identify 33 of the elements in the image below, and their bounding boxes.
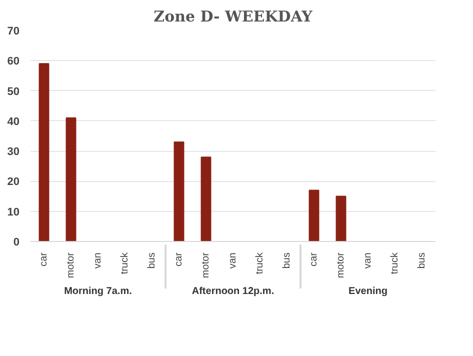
x-tick-label: bus <box>146 252 158 269</box>
x-tick-label: motor <box>336 252 346 278</box>
x-tick-label: van <box>362 252 374 269</box>
y-tick-label: 20 <box>7 176 20 188</box>
text: Afternoon 12p.m. <box>192 286 274 298</box>
y-tick-label: 40 <box>7 116 20 128</box>
x-tick-label: motor <box>66 252 76 278</box>
y-tick-label: 60 <box>7 56 20 68</box>
bar <box>308 190 320 242</box>
x-tick-label: van <box>228 252 238 269</box>
x-tick-label: car <box>308 252 320 266</box>
y-tick-label: 10 <box>7 206 20 218</box>
x-tick-label: car <box>174 252 184 266</box>
bar <box>336 196 346 242</box>
x-tick-label: truck <box>254 252 266 274</box>
x-tick-label: van <box>92 252 104 269</box>
text: Morning 7a.m. <box>64 286 132 298</box>
bar <box>200 156 212 242</box>
x-tick-label: motor <box>200 252 212 278</box>
bar <box>174 142 184 242</box>
y-tick-label: 30 <box>7 146 20 158</box>
x-tick-label: bus <box>282 252 292 269</box>
x-tick-label: truck <box>390 252 400 274</box>
x-tick-label: car <box>38 252 50 266</box>
y-tick-label: 50 <box>7 86 20 98</box>
x-tick-label: bus <box>416 252 428 269</box>
y-tick-label: 0 <box>13 236 20 248</box>
x-tick-label: truck <box>120 252 130 274</box>
bar <box>66 117 76 242</box>
text: Evening <box>348 286 388 298</box>
y-tick-label: 70 <box>7 26 20 38</box>
bar <box>38 63 50 242</box>
chart-title: Zone D- WEEKDAY <box>154 8 313 26</box>
